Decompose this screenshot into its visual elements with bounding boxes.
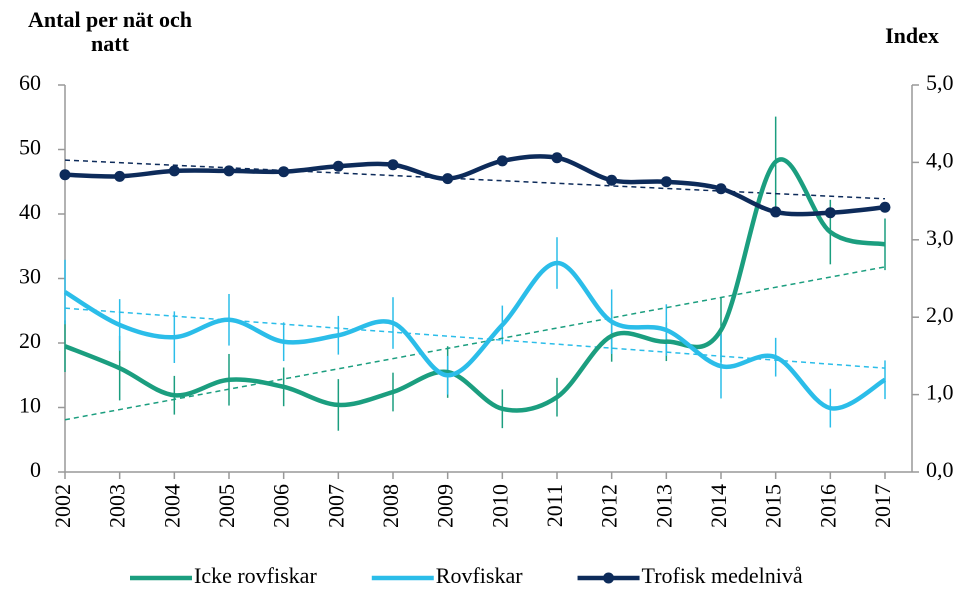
point <box>606 174 618 186</box>
x-tick-label: 2002 <box>50 484 75 528</box>
y-tick-label: 10 <box>19 393 41 418</box>
y-tick-label: 50 <box>19 135 41 160</box>
series-line <box>64 157 886 413</box>
point <box>660 176 672 188</box>
x-tick-label: 2005 <box>214 484 239 528</box>
x-tick-label: 2011 <box>542 484 567 527</box>
point <box>442 173 454 185</box>
y2-tick-label: 1,0 <box>926 380 954 405</box>
x-tick-label: 2006 <box>269 484 294 528</box>
y-tick-label: 20 <box>19 328 41 353</box>
series-line <box>64 154 886 217</box>
point <box>551 152 563 164</box>
x-tick-label: 2009 <box>433 484 458 528</box>
x-tick-label: 2016 <box>815 484 840 528</box>
x-tick-label: 2012 <box>597 484 622 528</box>
point <box>715 183 727 195</box>
y2-tick-label: 5,0 <box>926 70 954 95</box>
point <box>59 169 71 181</box>
x-tick-label: 2017 <box>870 484 895 528</box>
y-tick-label: 60 <box>19 70 41 95</box>
y-tick-label: 30 <box>19 264 41 289</box>
trend-line <box>64 159 886 200</box>
point <box>496 155 508 167</box>
point <box>879 201 891 213</box>
x-tick-label: 2013 <box>651 484 676 528</box>
legend-label: Rovfiskar <box>436 563 523 588</box>
y-tick-label: 40 <box>19 199 41 224</box>
x-tick-label: 2015 <box>761 484 786 528</box>
point <box>114 170 126 182</box>
trend-line <box>64 307 886 369</box>
trend-line <box>64 266 886 421</box>
point <box>824 207 836 219</box>
y-tick-label: 0 <box>30 457 41 482</box>
x-tick-label: 2008 <box>378 484 403 528</box>
x-tick-label: 2014 <box>706 484 731 528</box>
x-tick-label: 2007 <box>323 484 348 528</box>
point <box>278 166 290 178</box>
point <box>332 160 344 172</box>
x-tick-label: 2010 <box>487 484 512 528</box>
y2-tick-label: 3,0 <box>926 225 954 250</box>
point <box>223 165 235 177</box>
y2-axis-title: Index <box>885 23 939 48</box>
point <box>770 206 782 218</box>
x-tick-label: 2004 <box>159 484 184 528</box>
y-axis-title: Antal per nät och natt <box>28 7 192 56</box>
y2-tick-label: 0,0 <box>926 457 954 482</box>
legend-marker <box>603 572 615 584</box>
legend-label: Icke rovfiskar <box>194 563 317 588</box>
point <box>387 159 399 171</box>
x-tick-label: 2003 <box>105 484 130 528</box>
series-line <box>63 260 887 411</box>
legend-label: Trofisk medelnivå <box>642 563 803 588</box>
y2-tick-label: 2,0 <box>926 302 954 327</box>
y2-tick-label: 4,0 <box>926 147 954 172</box>
point <box>168 165 180 177</box>
